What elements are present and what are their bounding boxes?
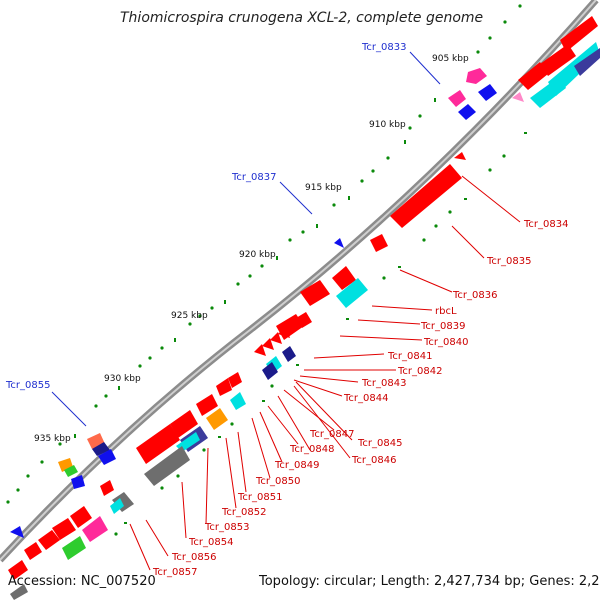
gene-label-tcr0854: Tcr_0854 bbox=[188, 537, 233, 548]
gene-feature-red-tr2 bbox=[540, 44, 576, 76]
gene-feature-green-a bbox=[64, 465, 78, 477]
tick-label-935: 935 kbp bbox=[34, 434, 71, 444]
gene-tcr0847 bbox=[262, 362, 278, 380]
gene-feature-red-bl1 bbox=[52, 518, 76, 540]
tick-label-915: 915 kbp bbox=[305, 183, 342, 193]
scale-ticks bbox=[6, 4, 527, 536]
gene-tcr0856 bbox=[136, 424, 180, 464]
gene-feature-cyan-rbcl bbox=[336, 278, 368, 308]
gene-feature-red-tr3 bbox=[518, 62, 548, 90]
gene-label-tcr0845: Tcr_0845 bbox=[357, 438, 402, 449]
outer-track-features bbox=[10, 68, 497, 538]
map-title: Thiomicrospira crunogena XCL-2, complete… bbox=[120, 10, 484, 26]
gene-label-tcr0856: Tcr_0856 bbox=[171, 552, 216, 563]
accession-label: Accession: NC_007520 bbox=[8, 574, 156, 589]
tick-label-905: 905 kbp bbox=[432, 54, 469, 64]
gene-feature-blue-d bbox=[71, 475, 85, 489]
gene-tcr0837-blue bbox=[334, 238, 344, 248]
gene-feature-pink-bl1 bbox=[82, 516, 108, 542]
gene-feature-cyan-0857 bbox=[110, 498, 124, 514]
gene-feature-blue-e bbox=[10, 526, 24, 538]
gene-feature-blue-a bbox=[478, 84, 497, 101]
gene-tcr0843 bbox=[270, 332, 282, 344]
gene-feature-gray-0856 bbox=[144, 446, 190, 486]
gene-feature-red-bl3 bbox=[38, 530, 60, 550]
gene-label-tcr0840: Tcr_0840 bbox=[423, 337, 468, 348]
gene-label-tcr0842: Tcr_0842 bbox=[397, 366, 442, 377]
gene-label-tcr0843: Tcr_0843 bbox=[361, 378, 406, 389]
gene-label-tcr0841: Tcr_0841 bbox=[387, 351, 432, 362]
gene-tcr0852 bbox=[206, 408, 228, 430]
gene-label-rbcL: rbcL bbox=[435, 306, 457, 317]
gene-tcr0836 bbox=[370, 234, 388, 252]
gene-tcr0844 bbox=[278, 326, 290, 338]
gene-feature-blue-b bbox=[458, 104, 476, 120]
gene-tcr0857 bbox=[112, 492, 134, 512]
gene-tcr0833-pink bbox=[466, 68, 487, 84]
gene-label-tcr0855: Tcr_0855 bbox=[5, 380, 50, 391]
gene-tcr0849 bbox=[216, 378, 232, 396]
gene-feature-cyan-tr2 bbox=[530, 76, 566, 108]
gene-tcr0851 bbox=[196, 394, 218, 416]
gene-label-tcr0833: Tcr_0833 bbox=[361, 42, 406, 53]
gene-feature-green-bl1 bbox=[62, 536, 86, 560]
gene-feature-red-bl5 bbox=[8, 560, 28, 580]
gene-label-tcr0847: Tcr_0847 bbox=[309, 429, 354, 440]
gene-feature-gray-bl1 bbox=[10, 584, 28, 600]
gene-tcr0834 bbox=[454, 152, 466, 160]
gene-feature-navy-a bbox=[92, 442, 110, 456]
gene-label-tcr0853: Tcr_0853 bbox=[204, 522, 249, 533]
gene-tcr0835 bbox=[390, 164, 462, 228]
inner-track-features bbox=[8, 16, 600, 600]
tick-label-925: 925 kbp bbox=[171, 311, 208, 321]
gene-label-tcr0836: Tcr_0836 bbox=[452, 290, 497, 301]
gene-label-tcr0852: Tcr_0852 bbox=[221, 507, 266, 518]
gene-label-tcr0857: Tcr_0857 bbox=[152, 567, 197, 578]
gene-label-tcr0844: Tcr_0844 bbox=[343, 393, 388, 404]
gene-feature-red-0840b bbox=[296, 312, 312, 328]
gene-feature-blue-c bbox=[98, 449, 116, 465]
gene-feature-pink-b bbox=[448, 90, 466, 107]
gene-tcr0842 bbox=[262, 338, 274, 350]
gene-feature-pink-tr1 bbox=[512, 92, 524, 102]
gene-feature-red-0839 bbox=[300, 280, 330, 306]
genome-summary-label: Topology: circular; Length: 2,427,734 bp… bbox=[259, 574, 600, 589]
gene-label-leaders-red bbox=[129, 175, 521, 571]
gene-label-tcr0835: Tcr_0835 bbox=[486, 256, 531, 267]
gene-feature-red-tr1 bbox=[560, 16, 598, 52]
tick-label-910: 910 kbp bbox=[369, 120, 406, 130]
gene-label-tcr0837: Tcr_0837 bbox=[231, 172, 276, 183]
gene-feature-red-bl4 bbox=[24, 542, 42, 560]
gene-feature-red-bl2 bbox=[70, 506, 92, 528]
gene-tcr0848 bbox=[228, 372, 242, 388]
gene-label-tcr0839: Tcr_0839 bbox=[420, 321, 465, 332]
gene-label-tcr0834: Tcr_0834 bbox=[523, 219, 568, 230]
gene-label-tcr0846: Tcr_0846 bbox=[351, 455, 396, 466]
gene-feature-navy-tr1 bbox=[574, 48, 600, 76]
gene-tcr0841 bbox=[254, 344, 266, 356]
gene-label-tcr0848: Tcr_0848 bbox=[289, 444, 334, 455]
gene-tcr0853 bbox=[170, 410, 198, 438]
gene-rbcL bbox=[332, 266, 356, 290]
tick-label-930: 930 kbp bbox=[104, 374, 141, 384]
genome-backbone-highlight bbox=[0, 0, 597, 561]
gene-label-tcr0850: Tcr_0850 bbox=[255, 476, 300, 487]
gene-tcr0850 bbox=[230, 392, 246, 410]
tick-label-920: 920 kbp bbox=[239, 250, 276, 260]
gene-label-tcr0851: Tcr_0851 bbox=[237, 492, 282, 503]
gene-label-tcr0849: Tcr_0849 bbox=[274, 460, 319, 471]
gene-tcr0845 bbox=[282, 346, 296, 362]
gene-feature-red-0857b bbox=[100, 480, 114, 496]
gene-label-leaders-blue bbox=[51, 51, 441, 427]
